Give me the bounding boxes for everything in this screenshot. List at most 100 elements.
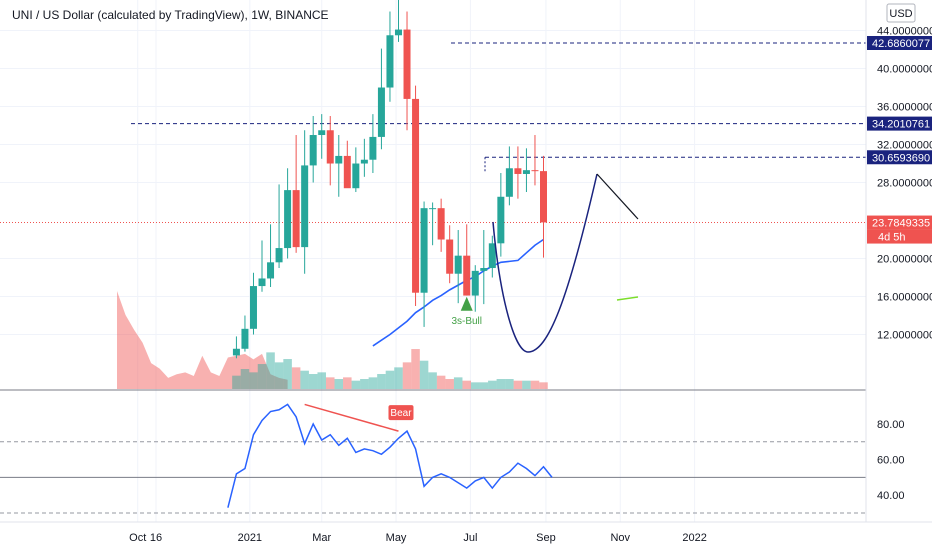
candle[interactable]	[488, 235, 496, 278]
cup-curve	[492, 173, 598, 353]
candle[interactable]	[241, 315, 249, 352]
volume-area-early	[117, 290, 288, 389]
candle[interactable]	[480, 230, 488, 305]
candle-body	[284, 190, 292, 249]
time-tick-label: Mar	[312, 532, 331, 544]
candle[interactable]	[249, 272, 257, 335]
signal-line	[616, 296, 639, 301]
candle[interactable]	[420, 201, 428, 327]
candle[interactable]	[437, 198, 445, 252]
candle[interactable]	[343, 140, 351, 189]
volume-bar	[377, 374, 386, 389]
price-tag-label: 42.6860077	[872, 38, 930, 50]
candle[interactable]	[514, 146, 522, 199]
candle[interactable]	[292, 135, 300, 253]
price-tick-label: 20.0000000	[877, 254, 932, 266]
candles[interactable]	[232, 0, 547, 359]
candle-body	[318, 130, 326, 136]
candle-body	[360, 159, 368, 164]
volume-bar	[530, 380, 540, 389]
price-tag-label: 23.7849335	[872, 218, 930, 230]
volume-bar	[539, 382, 548, 389]
volume-bar	[360, 379, 369, 389]
price-tick-label: 40.0000000	[877, 64, 932, 76]
candle[interactable]	[454, 230, 462, 304]
price-tag	[867, 36, 932, 50]
candle[interactable]	[471, 265, 479, 312]
countdown-tag	[867, 229, 932, 244]
volume-bar	[240, 369, 250, 389]
volume-bar	[351, 380, 361, 389]
candle[interactable]	[275, 184, 283, 269]
candle[interactable]	[531, 135, 539, 186]
candle[interactable]	[309, 116, 317, 183]
candle-body	[403, 29, 411, 99]
candle[interactable]	[386, 11, 394, 102]
currency-button[interactable]	[886, 3, 916, 23]
volume-bar	[470, 382, 480, 389]
candle[interactable]	[497, 173, 505, 257]
volume-bar	[385, 370, 395, 389]
candle[interactable]	[403, 11, 411, 131]
price-tag-label: 34.2010761	[872, 119, 930, 131]
candle[interactable]	[446, 225, 454, 284]
candle-body	[394, 29, 402, 36]
volume-bar	[266, 352, 275, 389]
candle[interactable]	[326, 116, 334, 186]
candle[interactable]	[540, 155, 547, 258]
volume-bar	[249, 372, 258, 389]
volume-bar	[505, 379, 514, 389]
candle[interactable]	[284, 168, 292, 259]
volume-bar	[394, 367, 403, 389]
candle[interactable]	[318, 114, 326, 159]
volume-bar	[368, 377, 378, 389]
candle-body	[258, 278, 266, 287]
candle[interactable]	[463, 224, 471, 296]
candle[interactable]	[352, 147, 360, 193]
candle-body	[505, 168, 513, 197]
candle[interactable]	[394, 0, 402, 42]
osc-tick-label: 80.00	[877, 419, 905, 431]
bear-label-box	[388, 405, 414, 421]
price-tag	[867, 116, 932, 131]
candle-body	[369, 136, 377, 160]
candle[interactable]	[360, 138, 368, 177]
candle[interactable]	[522, 148, 530, 193]
candle[interactable]	[377, 48, 385, 150]
osc-tick-label: 40.00	[877, 490, 905, 502]
candle-body	[446, 239, 454, 274]
time-tick-label: Oct	[129, 532, 146, 544]
candle[interactable]	[369, 114, 377, 174]
time-tick-label: Sep	[536, 532, 556, 544]
pattern-label: 3s-Bull	[451, 316, 482, 327]
price-tick-label: 32.0000000	[877, 140, 932, 152]
candle-body	[540, 171, 547, 223]
currency-label: USD	[889, 8, 912, 20]
candle[interactable]	[258, 240, 266, 292]
pattern-drawing: 3s-Bull	[451, 173, 639, 353]
volume-bar	[325, 377, 335, 389]
volume-bar	[496, 379, 506, 389]
candle[interactable]	[301, 130, 309, 274]
volume-bar	[343, 377, 352, 389]
volume-bar	[274, 362, 284, 389]
candle[interactable]	[412, 85, 420, 307]
volume-bar	[283, 359, 292, 389]
time-tick-label: May	[386, 532, 407, 544]
bear-label: Bear	[390, 408, 412, 419]
candle[interactable]	[429, 202, 437, 246]
volume-bar	[334, 379, 344, 389]
candle-body	[301, 165, 309, 248]
candle-body	[463, 255, 471, 296]
candle[interactable]	[505, 146, 513, 206]
volume-bar	[291, 367, 301, 389]
candle-body	[352, 163, 360, 189]
candle-body	[326, 130, 334, 164]
osc-tick-label: 60.00	[877, 455, 905, 467]
candle[interactable]	[232, 336, 240, 359]
candle-body	[275, 248, 283, 263]
candle[interactable]	[335, 135, 343, 197]
candle[interactable]	[267, 224, 275, 288]
